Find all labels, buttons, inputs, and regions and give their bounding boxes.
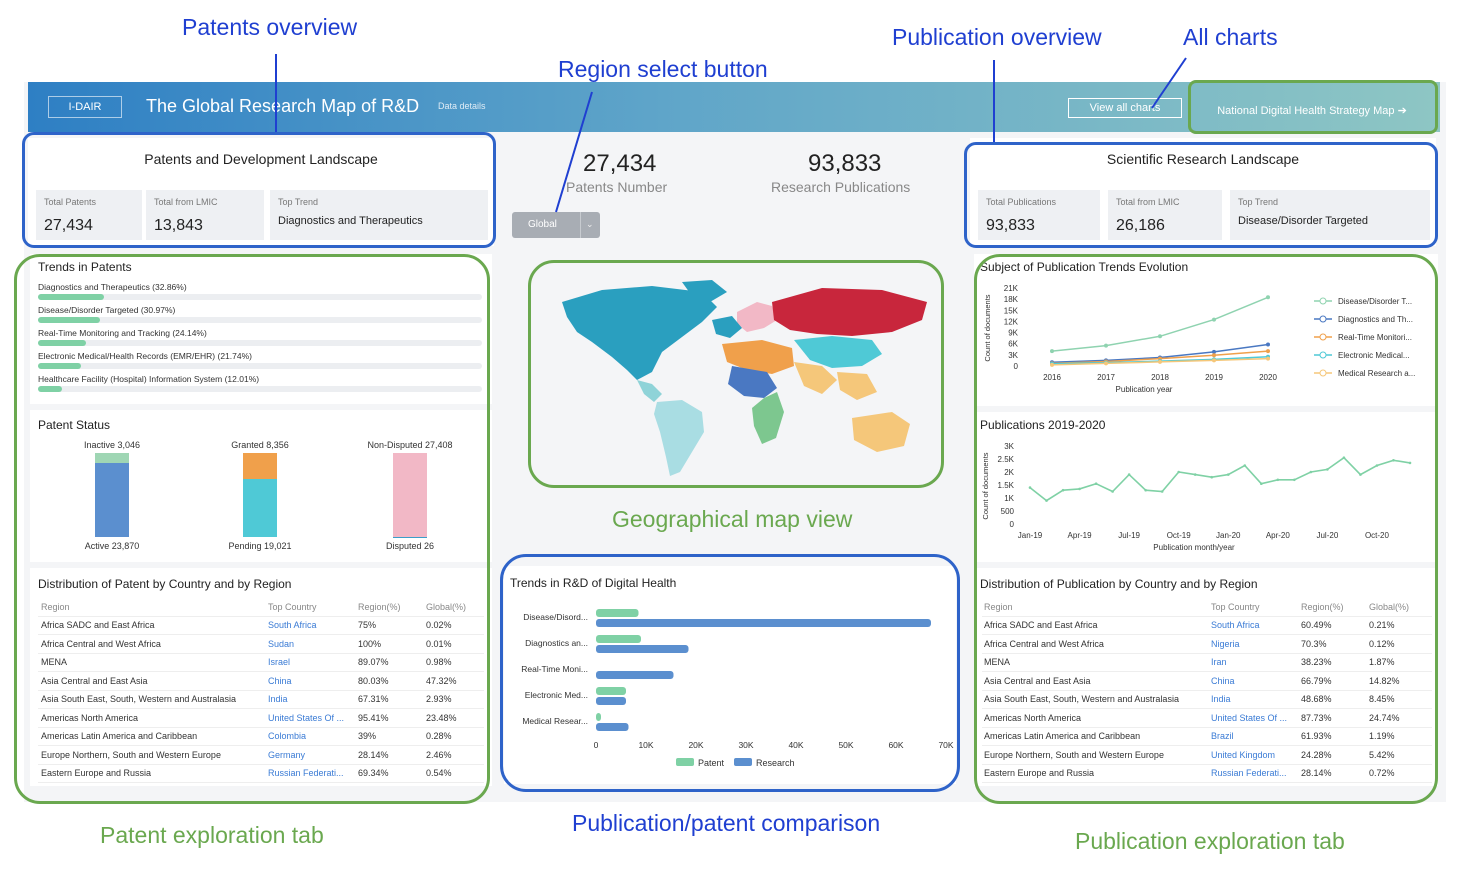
page-title: The Global Research Map of R&D: [146, 96, 419, 117]
all-charts-highlight: [1188, 80, 1438, 134]
annotation-publication-exploration: Publication exploration tab: [1075, 828, 1345, 855]
map-highlight: [528, 260, 944, 488]
publications-number: 93,833: [808, 150, 881, 178]
region-select-value: Global: [528, 219, 557, 230]
annotation-geographical-map: Geographical map view: [612, 506, 852, 533]
patents-number: 27,434: [583, 150, 656, 178]
annotation-comparison: Publication/patent comparison: [572, 810, 880, 837]
patent-exploration-highlight: [14, 254, 490, 804]
data-details-link[interactable]: Data details: [438, 101, 486, 111]
chevron-down-icon: ⌄: [586, 219, 594, 230]
annotation-patent-exploration: Patent exploration tab: [100, 822, 324, 849]
view-all-charts-button[interactable]: View all charts: [1068, 98, 1182, 118]
region-select[interactable]: Global ⌄: [512, 212, 600, 238]
select-divider: [580, 212, 581, 238]
publications-number-label: Research Publications: [771, 179, 910, 195]
annotation-region-select: Region select button: [558, 56, 768, 83]
logo: I-DAIR: [48, 96, 122, 118]
publication-exploration-highlight: [974, 254, 1438, 804]
patents-overview-highlight: [22, 132, 496, 248]
publication-overview-highlight: [964, 142, 1438, 248]
annotation-patents-overview: Patents overview: [182, 14, 357, 41]
annotation-all-charts: All charts: [1183, 24, 1278, 51]
comparison-highlight: [500, 554, 960, 792]
annotation-publication-overview: Publication overview: [892, 24, 1102, 51]
patents-number-label: Patents Number: [566, 179, 667, 195]
